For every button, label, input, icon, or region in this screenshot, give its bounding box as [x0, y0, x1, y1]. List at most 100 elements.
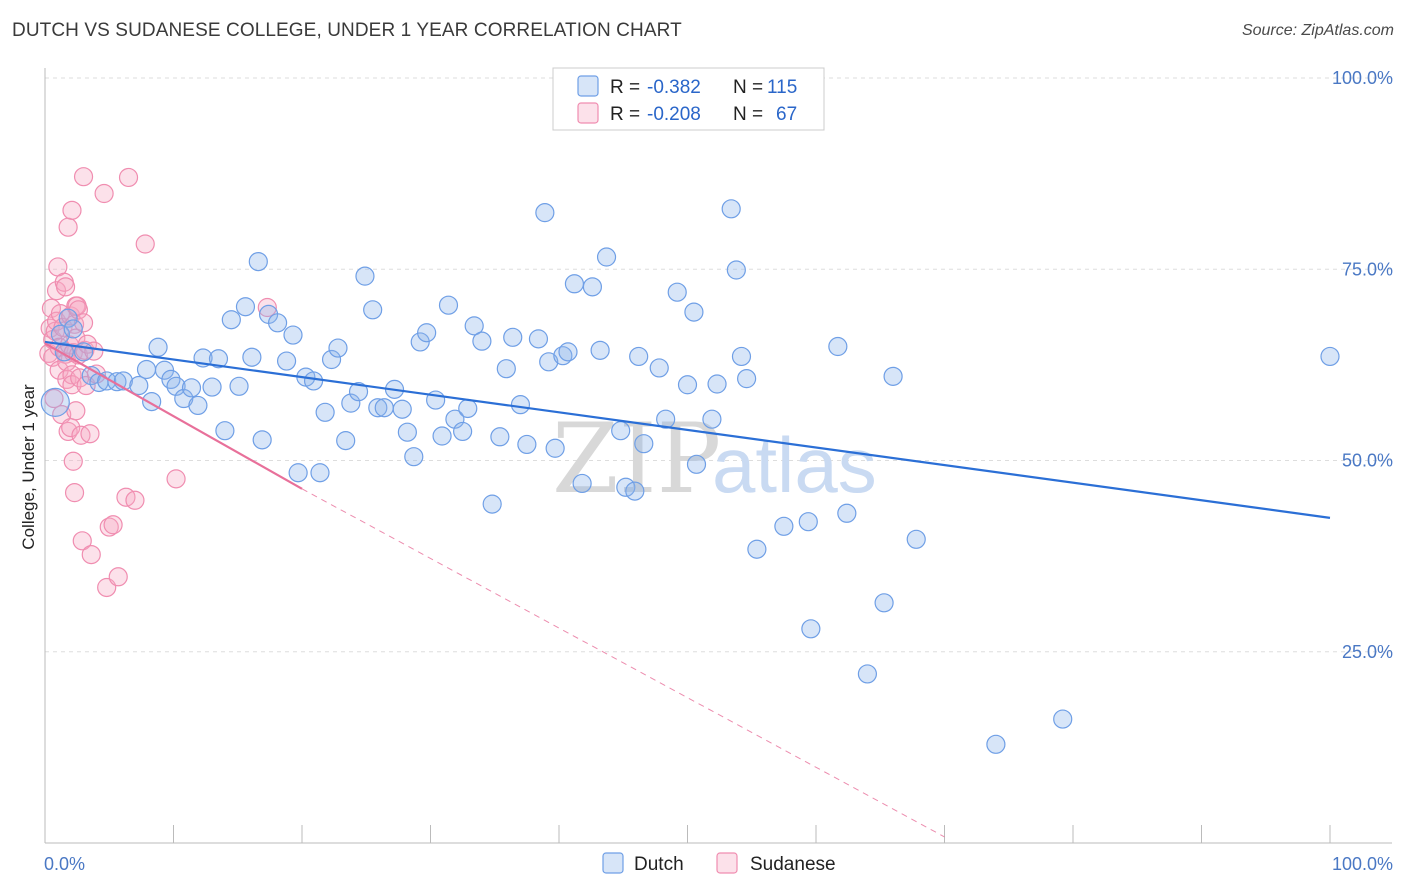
- series-legend: Dutch Sudanese: [602, 852, 836, 875]
- dutch-point: [148, 337, 168, 357]
- sudanese-point: [55, 277, 76, 297]
- dutch-point: [397, 422, 417, 442]
- source-credit: Source: ZipAtlas.com: [1241, 22, 1394, 39]
- sudanese-point: [84, 341, 104, 361]
- dutch-point: [774, 516, 794, 536]
- sudanese-point: [257, 297, 277, 318]
- legend-r-value-dutch: -0.382: [647, 77, 701, 98]
- dutch-point: [490, 427, 510, 447]
- watermark-atlas: atlas: [712, 421, 877, 509]
- dutch-point: [649, 358, 669, 378]
- dutch-point: [517, 434, 537, 455]
- dutch-point: [321, 349, 342, 370]
- legend-r-label-dutch: R =: [610, 77, 640, 98]
- sudanese-point: [166, 469, 186, 489]
- dutch-point: [129, 375, 149, 396]
- dutch-point: [453, 421, 473, 442]
- chart-title: DUTCH VS SUDANESE COLLEGE, UNDER 1 YEAR …: [12, 20, 682, 41]
- dutch-point: [582, 277, 603, 297]
- dutch-point: [417, 323, 437, 343]
- dutch-point: [798, 512, 818, 532]
- axes: [44, 68, 1392, 844]
- dutch-point: [596, 247, 617, 267]
- legend-label-dutch: Dutch: [634, 854, 684, 875]
- dutch-point: [310, 463, 330, 483]
- sudanese-point: [73, 313, 94, 333]
- dutch-point: [721, 199, 741, 219]
- dutch-point: [432, 426, 452, 446]
- dutch-point: [404, 447, 424, 467]
- dutch-point: [208, 349, 229, 369]
- dutch-point: [248, 252, 268, 272]
- y-tick-label-1: 50.0%: [1342, 451, 1393, 471]
- dutch-point: [229, 376, 249, 396]
- sudanese-point: [80, 424, 100, 444]
- dutch-point: [677, 375, 698, 395]
- grid-lines: [45, 77, 1392, 653]
- sudanese-point: [64, 483, 85, 503]
- dutch-point: [634, 434, 654, 454]
- sudanese-point: [62, 365, 82, 385]
- dutch-point: [590, 340, 610, 360]
- dutch-point: [303, 371, 324, 391]
- legend-n-label-dutch: N =: [733, 77, 763, 98]
- sudanese-point: [108, 567, 128, 587]
- dutch-point: [629, 346, 649, 367]
- dutch-point: [986, 734, 1006, 754]
- sudanese-point: [125, 490, 145, 510]
- dutch-point: [166, 376, 186, 396]
- legend-swatch-sudanese-bottom: [716, 852, 738, 874]
- sudanese-point: [72, 531, 92, 551]
- dutch-point: [874, 593, 894, 613]
- dutch-point: [181, 378, 202, 398]
- sudanese-point: [73, 167, 94, 187]
- sudanese-point: [81, 544, 101, 565]
- dutch-point: [328, 338, 348, 358]
- dutch-point: [188, 395, 208, 416]
- dutch-point: [235, 297, 256, 317]
- dutch-point: [221, 310, 241, 330]
- dutch-point: [276, 351, 297, 371]
- legend-r-label-sudanese: R =: [610, 104, 640, 125]
- legend-swatch-dutch: [577, 75, 599, 97]
- dutch-point: [553, 346, 573, 366]
- y-tick-label-3: 100.0%: [1332, 68, 1393, 88]
- dutch-point: [528, 329, 549, 349]
- sudanese-point: [44, 388, 64, 409]
- sudanese-trend-extension: [301, 488, 945, 838]
- correlation-legend: R = -0.382 N = 115 R = -0.208 N = 67: [552, 67, 825, 131]
- legend-n-label-sudanese: N =: [733, 104, 763, 125]
- dutch-point: [348, 382, 369, 402]
- dutch-point: [731, 346, 752, 367]
- dutch-point: [539, 352, 559, 372]
- dutch-point: [510, 395, 531, 415]
- y-tick-labels: 25.0% 50.0% 75.0% 100.0%: [1332, 68, 1393, 662]
- dutch-point: [801, 619, 821, 639]
- watermark: ZIP atlas: [552, 403, 877, 515]
- dutch-point: [315, 402, 335, 422]
- dutch-point: [355, 266, 375, 286]
- dutch-point: [545, 438, 565, 458]
- sudanese-point: [135, 234, 155, 254]
- dutch-point: [857, 664, 878, 684]
- dutch-point: [267, 313, 288, 333]
- dutch-point: [464, 316, 484, 336]
- dutch-point: [368, 398, 388, 418]
- dutch-point: [883, 366, 903, 386]
- sudanese-point: [118, 167, 139, 188]
- sudanese-point: [63, 451, 83, 471]
- sudanese-point: [62, 200, 82, 220]
- dutch-point: [707, 374, 727, 394]
- dutch-point: [482, 494, 502, 514]
- sudanese-point: [94, 183, 114, 204]
- dutch-point: [686, 454, 707, 474]
- dutch-point: [828, 336, 848, 357]
- sudanese-point: [58, 217, 78, 237]
- sudanese-point: [62, 375, 82, 395]
- dutch-point: [63, 319, 83, 339]
- dutch-point: [625, 481, 645, 501]
- dutch-point: [458, 398, 478, 419]
- dutch-point: [572, 473, 592, 494]
- dutch-point: [503, 327, 523, 347]
